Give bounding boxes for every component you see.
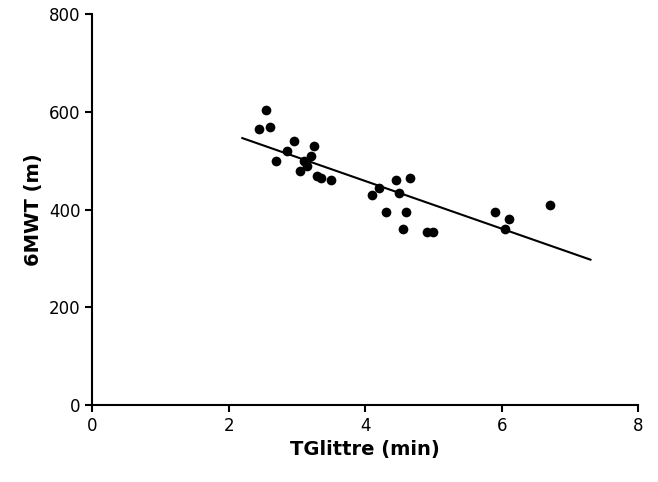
Point	[397, 225, 408, 233]
Point	[316, 174, 326, 182]
Y-axis label: 6MWT (m): 6MWT (m)	[24, 153, 43, 266]
Point	[295, 167, 305, 174]
Point	[374, 184, 384, 191]
Point	[490, 208, 500, 216]
Point	[302, 162, 313, 170]
Point	[401, 208, 411, 216]
Point	[503, 215, 514, 223]
Point	[421, 228, 432, 236]
Point	[367, 191, 377, 199]
Point	[391, 176, 401, 184]
Point	[288, 137, 299, 145]
X-axis label: TGlittre (min): TGlittre (min)	[290, 440, 440, 459]
Point	[261, 106, 272, 113]
Point	[428, 228, 439, 236]
Point	[282, 147, 292, 155]
Point	[271, 157, 282, 165]
Point	[500, 225, 511, 233]
Point	[394, 189, 405, 197]
Point	[312, 172, 322, 179]
Point	[299, 157, 309, 165]
Point	[305, 152, 316, 160]
Point	[265, 123, 275, 131]
Point	[404, 174, 415, 182]
Point	[254, 125, 265, 133]
Point	[309, 142, 319, 150]
Point	[380, 208, 391, 216]
Point	[544, 201, 555, 209]
Point	[326, 176, 336, 184]
